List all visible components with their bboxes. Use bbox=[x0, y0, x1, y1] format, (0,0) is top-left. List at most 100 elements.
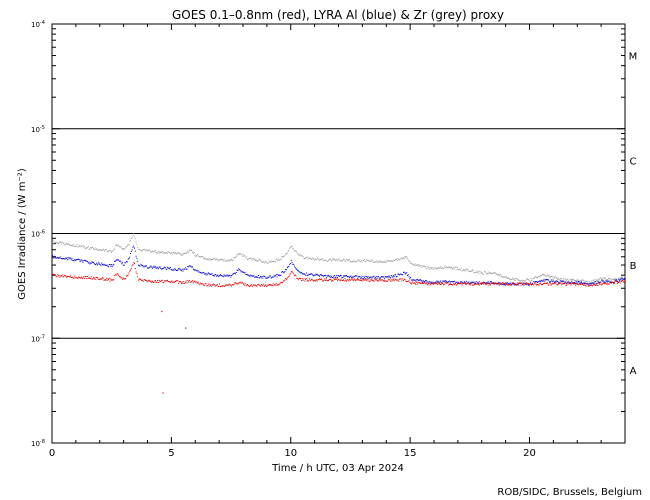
data-point bbox=[65, 242, 67, 244]
data-point bbox=[582, 283, 584, 285]
data-point bbox=[604, 283, 606, 285]
data-point bbox=[137, 246, 139, 248]
data-point bbox=[57, 275, 59, 277]
data-point bbox=[573, 282, 575, 284]
data-point bbox=[562, 281, 564, 283]
x-tick-label: 5 bbox=[168, 448, 174, 459]
data-point bbox=[302, 279, 304, 281]
data-point bbox=[188, 266, 190, 268]
data-point bbox=[99, 264, 101, 266]
data-point bbox=[418, 282, 420, 284]
data-point bbox=[548, 281, 550, 283]
data-point bbox=[185, 280, 187, 282]
data-point bbox=[443, 280, 445, 282]
data-point bbox=[461, 284, 463, 286]
data-point bbox=[561, 282, 563, 284]
data-point bbox=[281, 271, 283, 273]
data-point bbox=[297, 254, 299, 256]
data-point bbox=[270, 260, 272, 262]
data-point bbox=[523, 284, 525, 286]
data-point bbox=[572, 279, 574, 281]
data-point bbox=[465, 270, 467, 272]
data-point bbox=[309, 273, 311, 275]
data-point bbox=[597, 281, 599, 283]
data-point bbox=[241, 270, 243, 272]
data-point bbox=[151, 280, 153, 282]
data-point bbox=[435, 281, 437, 283]
data-point bbox=[99, 249, 101, 251]
data-point bbox=[281, 281, 283, 283]
data-point bbox=[583, 279, 585, 281]
data-point bbox=[331, 280, 333, 282]
data-point bbox=[583, 282, 585, 284]
data-point bbox=[208, 257, 210, 259]
data-point bbox=[511, 278, 513, 280]
data-point bbox=[164, 280, 166, 282]
data-point bbox=[102, 264, 104, 266]
data-point bbox=[128, 244, 130, 246]
data-point bbox=[513, 278, 515, 280]
data-point bbox=[502, 276, 504, 278]
data-point bbox=[144, 248, 146, 250]
data-point bbox=[413, 264, 415, 266]
data-point bbox=[234, 272, 236, 274]
data-point bbox=[381, 279, 383, 281]
data-point bbox=[83, 247, 85, 249]
data-point bbox=[586, 281, 588, 283]
data-point bbox=[402, 271, 404, 273]
data-point bbox=[114, 260, 116, 262]
data-point bbox=[202, 283, 204, 285]
data-point bbox=[129, 269, 131, 271]
data-point bbox=[64, 275, 66, 277]
data-point bbox=[448, 266, 450, 268]
data-point bbox=[178, 252, 180, 254]
data-point bbox=[249, 275, 251, 277]
data-point bbox=[156, 251, 158, 253]
data-point bbox=[501, 276, 503, 278]
data-point bbox=[572, 282, 574, 284]
data-point bbox=[456, 281, 458, 283]
data-point bbox=[603, 281, 605, 283]
data-point bbox=[395, 279, 397, 281]
data-point bbox=[612, 281, 614, 283]
data-point bbox=[389, 260, 391, 262]
data-point bbox=[132, 235, 134, 237]
data-point bbox=[293, 263, 295, 265]
data-point bbox=[425, 280, 427, 282]
data-point bbox=[212, 259, 214, 261]
data-point bbox=[318, 258, 320, 260]
data-point bbox=[296, 277, 298, 279]
data-point bbox=[194, 254, 196, 256]
data-point bbox=[494, 271, 496, 273]
data-point bbox=[389, 260, 391, 262]
data-point bbox=[557, 280, 559, 282]
data-point bbox=[415, 280, 417, 282]
data-point bbox=[532, 283, 534, 285]
data-point bbox=[330, 276, 332, 278]
data-point bbox=[392, 260, 394, 262]
data-point bbox=[118, 260, 120, 262]
data-point bbox=[620, 280, 622, 282]
data-point bbox=[275, 275, 277, 277]
data-point bbox=[526, 283, 528, 285]
data-point bbox=[196, 281, 198, 283]
data-point bbox=[176, 280, 178, 282]
data-point bbox=[575, 282, 577, 284]
data-point bbox=[256, 276, 258, 278]
data-point bbox=[305, 278, 307, 280]
data-point bbox=[191, 250, 193, 252]
data-point bbox=[332, 276, 334, 278]
data-point bbox=[59, 241, 61, 243]
data-point bbox=[107, 279, 109, 281]
data-point bbox=[231, 285, 233, 287]
data-point bbox=[345, 260, 347, 262]
data-point bbox=[528, 279, 530, 281]
data-point bbox=[424, 266, 426, 268]
data-point bbox=[225, 284, 227, 286]
data-point bbox=[129, 253, 131, 255]
data-point bbox=[416, 279, 418, 281]
data-point bbox=[260, 285, 262, 287]
data-point bbox=[528, 283, 530, 285]
data-point bbox=[225, 260, 227, 262]
data-point bbox=[610, 278, 612, 280]
